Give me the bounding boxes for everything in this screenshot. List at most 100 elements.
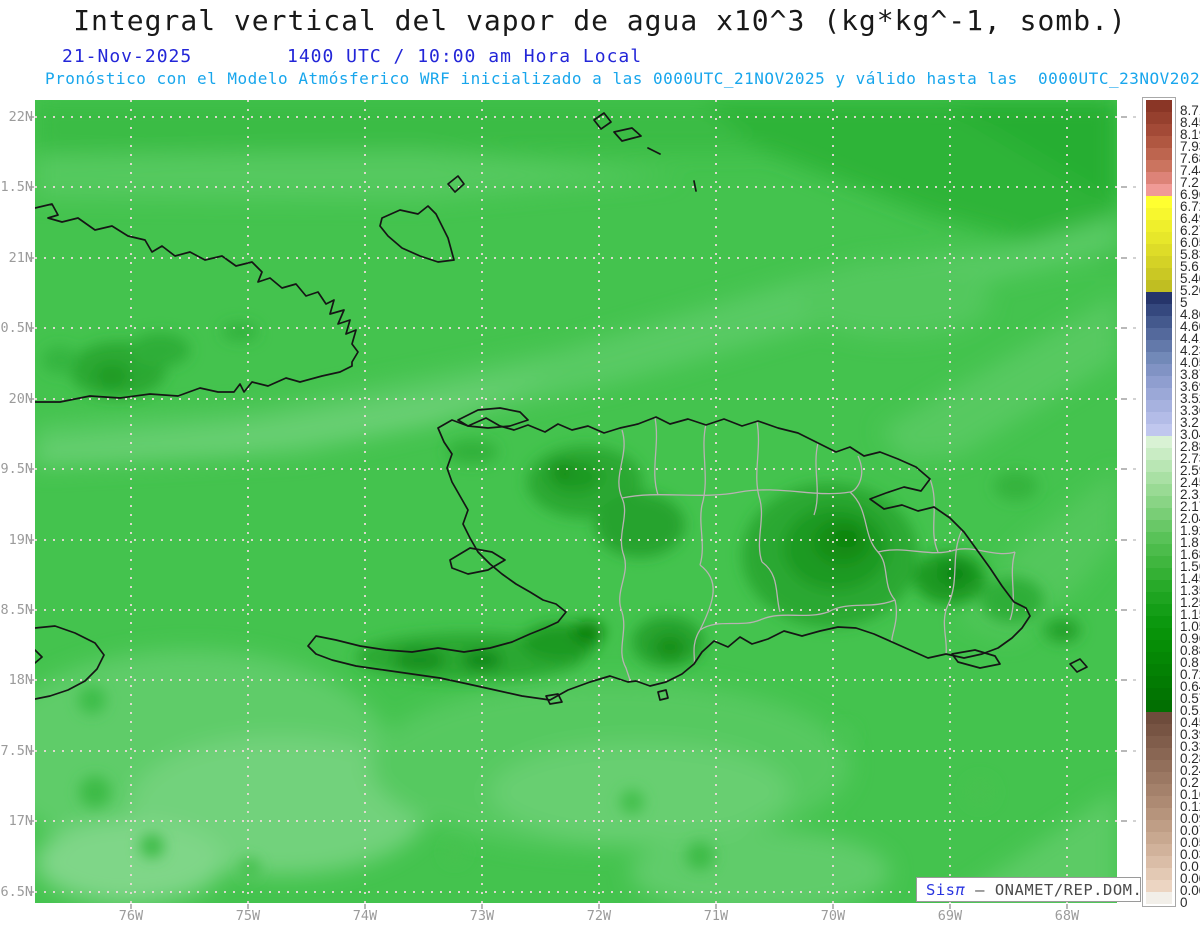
colorbar-swatch	[1146, 688, 1172, 700]
colorbar-tick-label: 6.498	[1180, 211, 1200, 226]
forecast-line: Pronóstico con el Modelo Atmósferico WRF…	[45, 69, 1200, 88]
colorbar-swatch	[1146, 520, 1172, 532]
lon-tick-label: 73W	[469, 908, 495, 924]
colorbar-swatch	[1146, 148, 1172, 160]
colorbar-swatch	[1146, 352, 1172, 364]
coast-cuba	[35, 203, 359, 403]
colorbar-tick-label: 5.618	[1180, 259, 1200, 274]
lon-tick-label: 74W	[352, 908, 378, 924]
colorbar-swatch	[1146, 760, 1172, 772]
colorbar-swatch	[1146, 868, 1172, 880]
colorbar-swatch	[1146, 280, 1172, 292]
colorbar-tick-label: 7.938	[1180, 139, 1200, 154]
colorbar-swatch	[1146, 472, 1172, 484]
colorbar-swatch	[1146, 556, 1172, 568]
colorbar-tick-label: 4.232	[1180, 343, 1200, 358]
lon-tick-label: 71W	[703, 908, 729, 924]
colorbar-swatch	[1146, 772, 1172, 784]
coast-bank-islet	[693, 180, 697, 192]
colorbar-swatch	[1146, 184, 1172, 196]
colorbar-tick-label: 1.058	[1180, 619, 1200, 634]
lat-tick-label: 9.5N	[0, 461, 33, 477]
map-fill-layer	[35, 100, 1117, 903]
colorbar-swatch	[1146, 604, 1172, 616]
colorbar-swatch	[1146, 544, 1172, 556]
colorbar-tick-label: 3.042	[1180, 427, 1200, 442]
colorbar-swatch	[1146, 292, 1172, 304]
colorbar-tick-label: 0.162	[1180, 787, 1200, 802]
colorbar-swatch	[1146, 220, 1172, 232]
colorbar-swatch	[1146, 700, 1172, 712]
colorbar-tick-label: 0.2	[1180, 775, 1199, 790]
colorbar-swatch	[1146, 616, 1172, 628]
colorbar-tick-label: 3.2	[1180, 415, 1199, 430]
colorbar-tick-label: 3.698	[1180, 379, 1200, 394]
colorbar-tick-label: 1.8	[1180, 535, 1199, 550]
colorbar-swatch	[1146, 412, 1172, 424]
colorbar-swatch	[1146, 844, 1172, 856]
colorbar-swatch	[1146, 448, 1172, 460]
watermark-org: – ONAMET/REP.DOM.	[965, 880, 1143, 899]
coast-saona	[951, 649, 1001, 669]
colorbar-tick-label: 2.178	[1180, 499, 1200, 514]
colorbar-swatch	[1146, 232, 1172, 244]
coast-great-inagua	[379, 205, 455, 263]
colorbar-tick-label: 3.528	[1180, 391, 1200, 406]
colorbar-swatch	[1146, 640, 1172, 652]
coast-hispaniola	[307, 416, 1031, 701]
lon-tick-label: 70W	[820, 908, 846, 924]
colorbar-swatch	[1146, 808, 1172, 820]
colorbar-tick-label: 2.888	[1180, 439, 1200, 454]
colorbar-swatch	[1146, 364, 1172, 376]
colorbar-tick-label: 6.728	[1180, 199, 1200, 214]
axis-ticks	[29, 116, 1136, 909]
colorbar-swatch	[1146, 796, 1172, 808]
colorbar-tick-label: 0.392	[1180, 727, 1200, 742]
colorbar-swatch	[1146, 172, 1172, 184]
colorbar-tick-label: 8.712	[1180, 103, 1200, 118]
colorbar-tick-label: 1.682	[1180, 547, 1200, 562]
colorbar-swatch	[1146, 592, 1172, 604]
lon-tick-label: 76W	[118, 908, 144, 924]
colorbar-swatch	[1146, 340, 1172, 352]
colorbar-swatch	[1146, 724, 1172, 736]
colorbar-tick-label: 4.802	[1180, 307, 1200, 322]
colorbar-tick-label: 1.152	[1180, 607, 1200, 622]
colorbar-swatch	[1146, 892, 1172, 904]
colorbar-swatch	[1146, 100, 1172, 112]
colorbar-tick-label: 0.018	[1180, 859, 1200, 874]
coast-tortue	[457, 407, 529, 429]
colorbar-swatch	[1146, 832, 1172, 844]
colorbar-swatch	[1146, 628, 1172, 640]
colorbar-tick-label: 7.688	[1180, 151, 1200, 166]
colorbar-swatch	[1146, 124, 1172, 136]
colorbar-tick-label: 0.128	[1180, 799, 1200, 814]
colorbar-tick-label: 5.832	[1180, 247, 1200, 262]
colorbar-tick-label: 2.312	[1180, 487, 1200, 502]
lon-tick-label: 75W	[235, 908, 261, 924]
colorbar-tick-label: 4.418	[1180, 331, 1200, 346]
colorbar-swatch	[1146, 400, 1172, 412]
colorbar-tick-label: 1.25	[1180, 595, 1200, 610]
colorbar-tick-label: 5.408	[1180, 271, 1200, 286]
colorbar-tick-label: 0.882	[1180, 643, 1200, 658]
colorbar-tick-label: 0.722	[1180, 667, 1200, 682]
lat-tick-label: 17N	[8, 813, 33, 829]
colorbar-tick-label: 0.002	[1180, 883, 1200, 898]
colorbar-swatch	[1146, 856, 1172, 868]
colorbar-tick-label: 0.032	[1180, 847, 1200, 862]
colorbar-swatch	[1146, 316, 1172, 328]
lon-tick-label: 68W	[1054, 908, 1080, 924]
colorbar-tick-label: 3.872	[1180, 367, 1200, 382]
page-title: Integral vertical del vapor de agua x10^…	[73, 4, 1127, 37]
coast-beata	[657, 689, 669, 701]
colorbar-tick-label: 0.512	[1180, 703, 1200, 718]
colorbar-tick-label: 6.05	[1180, 235, 1200, 250]
watermark-brand: Sis	[926, 880, 956, 899]
lat-tick-label: 8.5N	[0, 602, 33, 618]
colorbar-tick-label: 2.592	[1180, 463, 1200, 478]
colorbar-tick-label: 8.192	[1180, 127, 1200, 142]
coast-jamaica	[35, 625, 105, 700]
